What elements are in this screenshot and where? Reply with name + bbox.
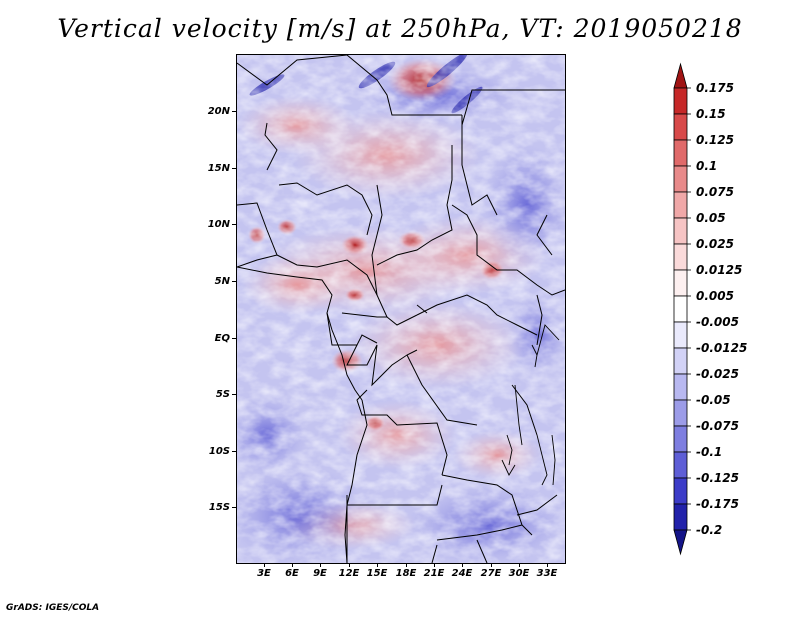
colorbar-level: -0.05 (696, 393, 731, 407)
lon-label-24e: 24E (451, 568, 473, 579)
colorbar-swatch (673, 503, 688, 531)
lon-label-15e: 15E (366, 568, 388, 579)
lat-label-15n: 15N (207, 163, 230, 174)
colorbar-swatch (673, 477, 688, 505)
lat-label-5n: 5N (214, 276, 230, 287)
colorbar-swatch (673, 191, 688, 219)
colorbar-level: 0.0125 (696, 263, 743, 277)
lon-label-3e: 3E (257, 568, 271, 579)
country-borders (237, 55, 565, 563)
lon-label-33e: 33E (536, 568, 558, 579)
colorbar-level: 0.175 (696, 81, 734, 95)
map-panel (236, 54, 566, 564)
colorbar-level: -0.1 (696, 445, 723, 459)
grads-credit: GrADS: IGES/COLA (6, 603, 100, 613)
colorbar-level: -0.0125 (696, 341, 748, 355)
colorbar-level: -0.125 (696, 471, 739, 485)
colorbar-swatch (673, 139, 688, 167)
colorbar-level: 0.125 (696, 133, 734, 147)
colorbar-swatch (673, 62, 688, 89)
colorbar-swatch (673, 87, 688, 115)
lon-label-21e: 21E (423, 568, 445, 579)
colorbar-swatch (673, 269, 688, 297)
colorbar-level: 0.025 (696, 237, 734, 251)
coastline (237, 266, 368, 563)
lat-label-10n: 10N (207, 219, 230, 230)
colorbar-level: -0.2 (696, 523, 723, 537)
colorbar-swatch (673, 217, 688, 245)
colorbar-level: -0.025 (696, 367, 739, 381)
colorbar-level: -0.175 (696, 497, 739, 511)
colorbar-level: 0.1 (696, 159, 718, 173)
lon-label-18e: 18E (395, 568, 417, 579)
colorbar-swatch (673, 113, 688, 141)
lat-label-5s: 5S (215, 389, 230, 400)
colorbar-level: -0.005 (696, 315, 739, 329)
lon-label-27e: 27E (480, 568, 502, 579)
colorbar-swatch (673, 165, 688, 193)
colorbar-level: 0.05 (696, 211, 726, 225)
colorbar (673, 62, 691, 556)
lon-label-30e: 30E (508, 568, 530, 579)
colorbar-level: 0.075 (696, 185, 734, 199)
lat-label-15s: 15S (208, 502, 230, 513)
lat-label-eq: EQ (214, 333, 230, 344)
vertical-velocity-field (237, 55, 565, 563)
lon-label-9e: 9E (313, 568, 327, 579)
colorbar-level: 0.15 (696, 107, 726, 121)
colorbar-swatch (673, 451, 688, 479)
colorbar-swatch (673, 399, 688, 427)
colorbar-swatch (673, 347, 688, 375)
colorbar-swatch (673, 295, 688, 323)
colorbar-level: 0.005 (696, 289, 734, 303)
lat-label-10s: 10S (208, 446, 230, 457)
colorbar-level: -0.075 (696, 419, 739, 433)
colorbar-swatch (673, 529, 688, 556)
lakes (416, 304, 560, 486)
texture-overlay (237, 55, 565, 563)
lat-label-20n: 20N (207, 106, 230, 117)
colorbar-swatch (673, 425, 688, 453)
colorbar-swatch (673, 243, 688, 271)
lon-label-6e: 6E (285, 568, 299, 579)
colorbar-swatch (673, 373, 688, 401)
chart-title: Vertical velocity [m/s] at 250hPa, VT: 2… (57, 14, 743, 43)
lon-label-12e: 12E (338, 568, 360, 579)
colorbar-swatch (673, 321, 688, 349)
